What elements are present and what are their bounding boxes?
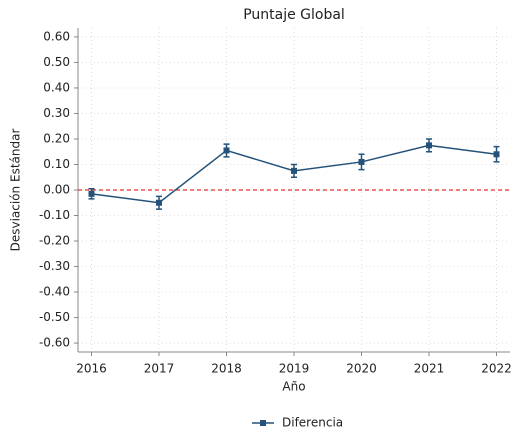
chart-title: Puntaje Global bbox=[243, 7, 345, 23]
x-tick-label: 2021 bbox=[414, 362, 445, 376]
legend-label: Diferencia bbox=[282, 416, 343, 430]
y-tick-label: 0.50 bbox=[43, 55, 70, 69]
y-tick-label: -0.60 bbox=[39, 336, 70, 350]
y-tick-label: 0.10 bbox=[43, 157, 70, 171]
y-tick-label: 0.00 bbox=[43, 183, 70, 197]
y-axis-label: Desviación Estándar bbox=[9, 129, 23, 252]
marker bbox=[291, 167, 297, 174]
y-tick-label: 0.40 bbox=[43, 80, 70, 94]
y-tick-label: -0.50 bbox=[39, 310, 70, 324]
y-tick-label: 0.60 bbox=[43, 29, 70, 43]
y-tick-label: -0.40 bbox=[39, 285, 70, 299]
marker bbox=[426, 142, 432, 149]
legend-marker bbox=[260, 420, 266, 426]
marker bbox=[358, 158, 365, 165]
x-tick-label: 2020 bbox=[346, 362, 377, 376]
y-tick-label: -0.30 bbox=[39, 259, 70, 273]
marker bbox=[223, 147, 230, 154]
x-tick-label: 2017 bbox=[144, 362, 175, 376]
x-tick-label: 2016 bbox=[76, 362, 107, 376]
x-axis-label: Año bbox=[282, 380, 305, 394]
x-tick-label: 2019 bbox=[279, 362, 310, 376]
x-tick-label: 2018 bbox=[211, 362, 242, 376]
marker bbox=[156, 199, 162, 206]
x-tick-label: 2022 bbox=[481, 362, 512, 376]
y-tick-label: -0.20 bbox=[39, 234, 70, 248]
marker bbox=[493, 151, 500, 158]
marker bbox=[88, 190, 95, 197]
y-tick-label: 0.20 bbox=[43, 131, 70, 145]
y-tick-label: -0.10 bbox=[39, 208, 70, 222]
y-tick-label: 0.30 bbox=[43, 106, 70, 120]
